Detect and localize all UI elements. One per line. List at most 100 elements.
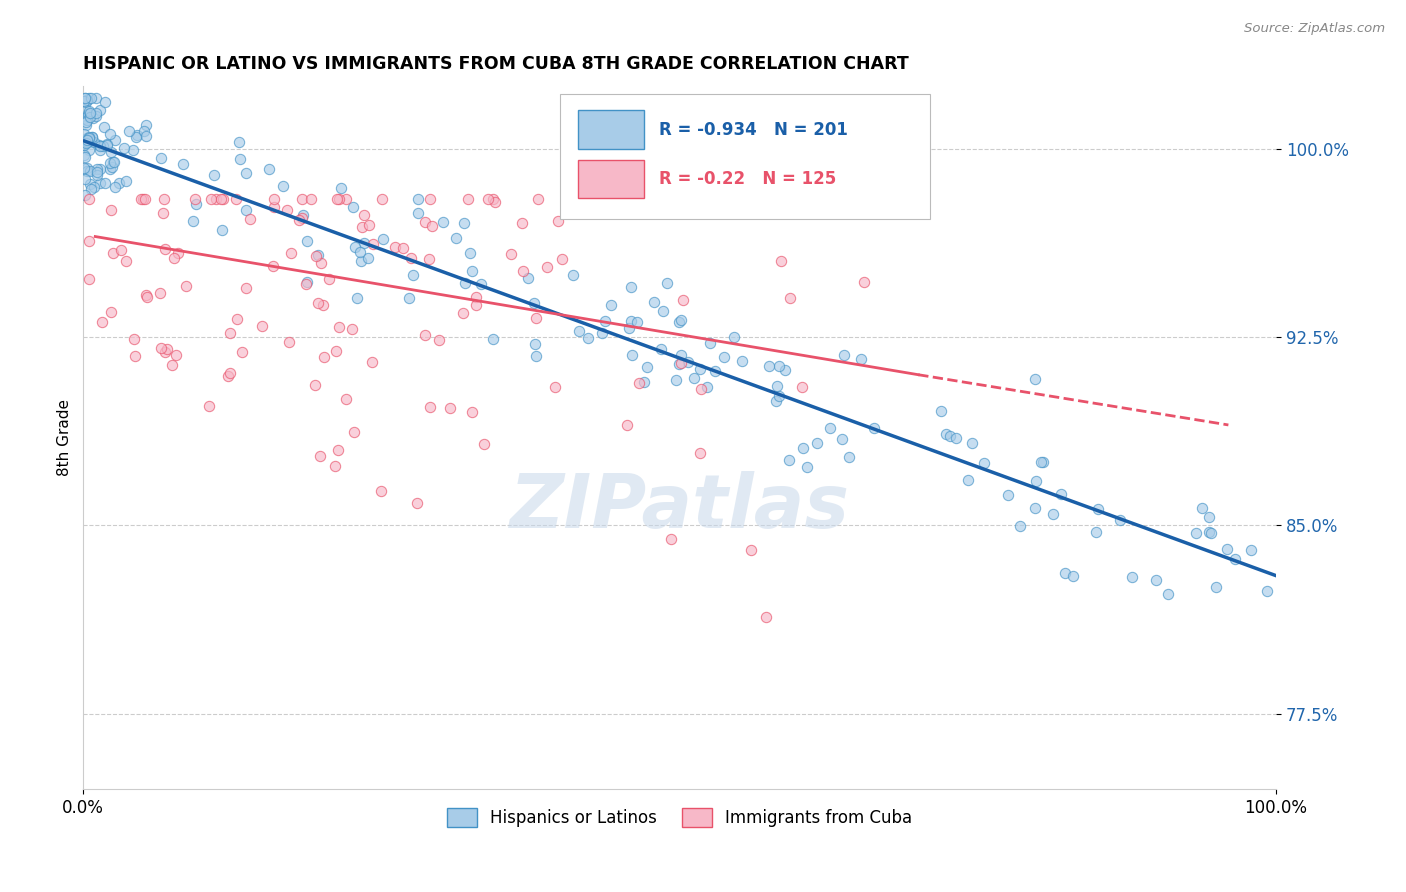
Point bbox=[676, 354, 699, 368]
Point bbox=[103, 154, 125, 169]
Point bbox=[77, 192, 100, 206]
Point bbox=[80, 129, 103, 144]
Point bbox=[472, 437, 495, 451]
Point bbox=[415, 215, 437, 229]
Point bbox=[699, 336, 721, 351]
Point bbox=[90, 315, 112, 329]
Point bbox=[198, 399, 221, 413]
Point bbox=[1062, 568, 1084, 582]
Point bbox=[308, 247, 330, 261]
Point bbox=[458, 245, 481, 260]
Point bbox=[669, 356, 692, 370]
Point bbox=[361, 236, 384, 251]
Point bbox=[470, 277, 492, 291]
Point bbox=[80, 182, 103, 196]
Point bbox=[89, 139, 111, 153]
Point bbox=[778, 452, 800, 467]
Point bbox=[75, 91, 97, 105]
Point bbox=[149, 151, 172, 165]
Point bbox=[96, 136, 118, 151]
FancyBboxPatch shape bbox=[578, 111, 644, 149]
Point bbox=[526, 192, 548, 206]
Point bbox=[75, 119, 97, 133]
Point bbox=[76, 93, 98, 107]
Point bbox=[228, 135, 250, 149]
Text: R = -0.934   N = 201: R = -0.934 N = 201 bbox=[659, 121, 848, 139]
Point bbox=[370, 484, 392, 499]
Point bbox=[398, 292, 420, 306]
Point bbox=[349, 245, 371, 260]
Point bbox=[690, 382, 713, 396]
Point bbox=[98, 156, 121, 170]
Point bbox=[115, 254, 138, 268]
Point bbox=[384, 240, 406, 254]
Point bbox=[766, 379, 789, 393]
Point bbox=[672, 293, 695, 307]
Point bbox=[94, 95, 117, 109]
Point bbox=[122, 332, 145, 346]
Point bbox=[460, 405, 482, 419]
Point bbox=[419, 192, 441, 206]
Point bbox=[77, 271, 100, 285]
Point bbox=[75, 95, 97, 109]
Point bbox=[758, 359, 780, 374]
Point bbox=[93, 120, 115, 134]
Point bbox=[100, 305, 122, 319]
Point bbox=[353, 208, 375, 222]
Point bbox=[89, 144, 111, 158]
Point bbox=[174, 279, 197, 293]
Point bbox=[312, 298, 335, 312]
Point bbox=[229, 153, 252, 167]
FancyBboxPatch shape bbox=[578, 160, 644, 198]
Point bbox=[299, 192, 322, 206]
Point bbox=[1108, 513, 1130, 527]
Point bbox=[79, 106, 101, 120]
Point bbox=[713, 350, 735, 364]
Point bbox=[769, 254, 792, 268]
Point bbox=[718, 192, 741, 206]
Point bbox=[84, 91, 107, 105]
Point bbox=[131, 192, 153, 206]
Point bbox=[118, 124, 141, 138]
Point bbox=[73, 111, 96, 125]
Point bbox=[820, 420, 842, 434]
Point bbox=[330, 181, 353, 195]
Point bbox=[1087, 502, 1109, 516]
Point bbox=[103, 246, 125, 260]
Point bbox=[620, 314, 643, 328]
Point bbox=[1144, 573, 1167, 587]
Point bbox=[235, 202, 257, 217]
Point bbox=[262, 260, 284, 274]
Point bbox=[277, 334, 299, 349]
Point bbox=[343, 425, 366, 440]
Point bbox=[402, 268, 425, 283]
Point bbox=[1042, 507, 1064, 521]
Point bbox=[89, 176, 111, 190]
Point bbox=[309, 256, 332, 270]
Point bbox=[163, 251, 186, 265]
Point bbox=[75, 150, 97, 164]
Point bbox=[82, 111, 104, 125]
Point bbox=[304, 377, 326, 392]
Point bbox=[350, 253, 373, 268]
Point bbox=[1198, 525, 1220, 540]
Point bbox=[328, 320, 350, 334]
Point bbox=[98, 161, 121, 176]
Point bbox=[773, 363, 796, 377]
Point bbox=[524, 337, 547, 351]
Point bbox=[477, 192, 499, 206]
Point bbox=[325, 343, 347, 358]
Point bbox=[620, 348, 643, 362]
Point bbox=[76, 135, 98, 149]
Point bbox=[96, 138, 118, 153]
Point bbox=[551, 252, 574, 266]
Point bbox=[314, 351, 336, 365]
Point bbox=[73, 188, 96, 202]
Point bbox=[79, 178, 101, 192]
Point bbox=[98, 127, 121, 141]
Point bbox=[172, 156, 194, 170]
Point bbox=[499, 247, 522, 261]
Point bbox=[307, 296, 329, 310]
Point bbox=[86, 106, 108, 120]
Point bbox=[80, 91, 103, 105]
